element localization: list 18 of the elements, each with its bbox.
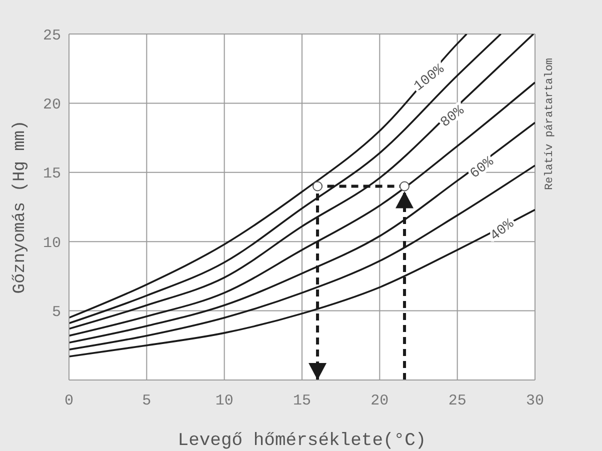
y-tick-label: 10 (42, 234, 61, 252)
y-tick-label: 25 (42, 27, 61, 44)
x-tick-label: 5 (142, 392, 152, 410)
x-tick-label: 25 (448, 392, 466, 410)
x-tick-label: 10 (215, 392, 234, 410)
x-axis-title: Levegő hőmérséklete(°C) (178, 431, 426, 451)
x-tick-label: 20 (370, 392, 389, 410)
y-tick-label: 20 (42, 96, 61, 114)
annotation: 40% (488, 216, 518, 245)
y-tick-label: 5 (52, 304, 61, 322)
annotation: 80% (438, 102, 468, 132)
x-tick-label: 30 (526, 392, 544, 410)
y-tick-label: 15 (42, 166, 61, 183)
y2-axis-title: Relatív páratartalom (544, 56, 556, 192)
x-tick-label: 15 (292, 392, 312, 410)
annotation: 60% (467, 154, 498, 182)
y-axis-title: Gőznyomás (Hg mm) (11, 120, 30, 294)
x-tick-label: 0 (64, 392, 74, 410)
